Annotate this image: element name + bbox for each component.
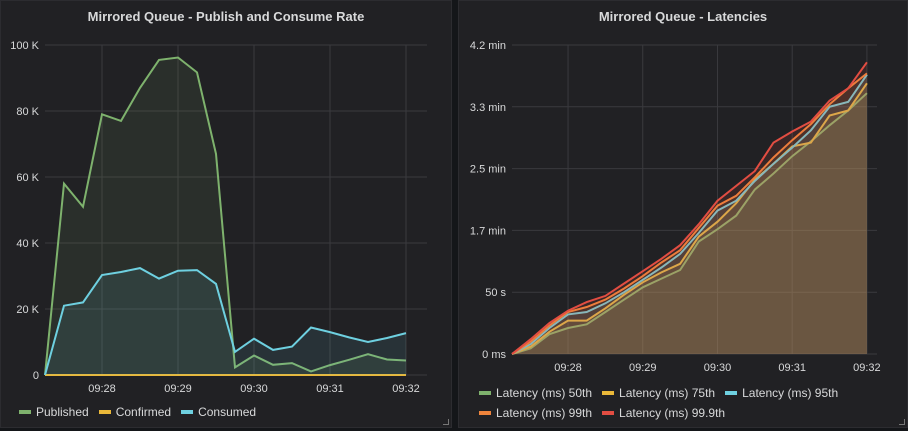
line-latency-ms-99-9th[interactable]	[511, 61, 868, 355]
legend-item-latency-ms-95th[interactable]: Latency (ms) 95th	[725, 386, 838, 400]
legend-item-latency-ms-99-9th[interactable]: Latency (ms) 99.9th	[602, 406, 725, 420]
area-latency-ms-99-9th	[512, 62, 867, 355]
legend-label: Latency (ms) 50th	[496, 386, 593, 400]
legend-label: Latency (ms) 75th	[619, 386, 716, 400]
line-consumed[interactable]	[44, 267, 407, 376]
legend: Published Confirmed Consumed	[19, 405, 439, 419]
latencies-panel: Mirrored Queue - Latencies 0 ms 50 s 1.7 m…	[458, 0, 908, 428]
resize-handle[interactable]	[443, 419, 449, 425]
y-tick-label: 4.2 min	[470, 40, 506, 52]
y-tick-label: 60 K	[16, 172, 39, 184]
publish-consume-chart: 0 20 K 40 K 60 K 80 K 100 K 09:28 09:29 09:30 09:…	[10, 40, 427, 395]
legend-item-latency-ms-99th[interactable]: Latency (ms) 99th	[479, 406, 592, 420]
x-tick-label: 09:32	[392, 383, 420, 395]
legend-label: Latency (ms) 95th	[742, 386, 839, 400]
legend-item-confirmed[interactable]: Confirmed	[98, 405, 172, 419]
area-latency-ms-75th	[512, 83, 867, 355]
x-tick-label: 09:30	[240, 383, 268, 395]
area-latency-ms-50th	[512, 93, 867, 354]
x-tick-label: 09:29	[629, 362, 657, 374]
line-latency-ms-99th[interactable]	[511, 72, 868, 355]
legend-label: Consumed	[198, 405, 257, 419]
legend-swatch	[602, 411, 615, 415]
x-tick-label: 09:32	[853, 362, 881, 374]
y-tick-label: 80 K	[16, 106, 39, 118]
legend-swatch	[181, 410, 194, 414]
line-latency-ms-95th[interactable]	[511, 74, 868, 355]
panel-title[interactable]: Mirrored Queue - Latencies	[598, 9, 768, 24]
y-tick-label: 0	[33, 370, 39, 382]
x-tick-label: 09:28	[88, 383, 116, 395]
legend-label: Latency (ms) 99th	[496, 406, 593, 420]
legend-label: Confirmed	[115, 405, 172, 419]
y-tick-label: 0 ms	[482, 349, 506, 361]
area-latency-ms-95th	[512, 74, 867, 354]
line-latency-ms-75th[interactable]	[511, 82, 868, 355]
area-published	[45, 57, 406, 375]
y-tick-label: 50 s	[485, 287, 506, 299]
legend-label: Latency (ms) 99.9th	[619, 406, 726, 420]
y-tick-label: 1.7 min	[470, 225, 506, 237]
legend-label: Published	[36, 405, 89, 419]
y-tick-label: 2.5 min	[470, 164, 506, 176]
x-tick-label: 09:31	[316, 383, 344, 395]
publish-consume-panel: Mirrored Queue - Publish and Consume Rat…	[0, 0, 452, 428]
legend-swatch	[725, 391, 738, 395]
y-tick-label: 100 K	[10, 40, 39, 52]
legend-item-latency-ms-50th[interactable]: Latency (ms) 50th	[479, 386, 592, 400]
area-latency-ms-99th	[512, 73, 867, 355]
legend-swatch	[479, 411, 491, 415]
y-tick-label: 40 K	[16, 238, 39, 250]
x-tick-label: 09:28	[554, 362, 582, 374]
line-published[interactable]	[44, 56, 407, 376]
x-tick-label: 09:31	[778, 362, 806, 374]
x-tick-label: 09:30	[704, 362, 732, 374]
legend-item-published[interactable]: Published	[19, 405, 89, 419]
y-tick-label: 3.3 min	[470, 102, 506, 114]
x-tick-label: 09:29	[164, 383, 192, 395]
legend-swatch	[479, 391, 491, 395]
legend-swatch	[98, 410, 111, 414]
y-tick-label: 20 K	[16, 304, 39, 316]
latencies-chart: 0 ms 50 s 1.7 min 2.5 min 3.3 min 4.2 min 09:2…	[470, 40, 881, 374]
panel-title[interactable]: Mirrored Queue - Publish and Consume Rat…	[87, 9, 365, 24]
legend-swatch	[19, 410, 31, 414]
legend: Latency (ms) 50th Latency (ms) 75th Latenc…	[479, 386, 889, 420]
legend-swatch	[602, 391, 615, 395]
legend-item-consumed[interactable]: Consumed	[181, 405, 256, 419]
legend-item-latency-ms-75th[interactable]: Latency (ms) 75th	[602, 386, 715, 400]
resize-handle[interactable]	[899, 419, 905, 425]
